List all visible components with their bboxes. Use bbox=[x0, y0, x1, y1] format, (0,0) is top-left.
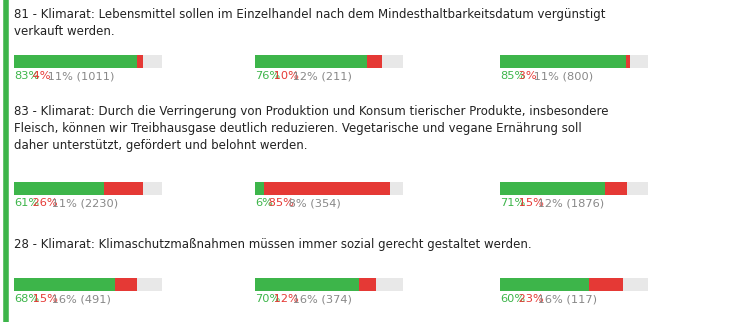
Text: 3%: 3% bbox=[515, 71, 536, 81]
Bar bbox=[255, 278, 403, 291]
Bar bbox=[626, 55, 630, 68]
Bar bbox=[14, 278, 162, 291]
Text: 11% (800): 11% (800) bbox=[530, 71, 593, 81]
Text: 10%: 10% bbox=[270, 71, 299, 81]
Text: 15%: 15% bbox=[515, 198, 544, 208]
Text: 15%: 15% bbox=[29, 294, 58, 304]
Bar bbox=[500, 278, 589, 291]
Bar bbox=[14, 182, 104, 195]
Bar bbox=[500, 55, 626, 68]
Bar bbox=[255, 55, 368, 68]
Bar bbox=[500, 278, 648, 291]
Bar bbox=[14, 182, 162, 195]
Text: 71%: 71% bbox=[500, 198, 525, 208]
Bar bbox=[255, 55, 403, 68]
Text: 70%: 70% bbox=[255, 294, 280, 304]
Text: 83%: 83% bbox=[14, 71, 39, 81]
Text: 81 - Klimarat: Lebensmittel sollen im Einzelhandel nach dem Mindesthaltbarkeitsd: 81 - Klimarat: Lebensmittel sollen im Ei… bbox=[14, 8, 605, 38]
Text: 11% (2230): 11% (2230) bbox=[48, 198, 118, 208]
Text: 8% (354): 8% (354) bbox=[284, 198, 340, 208]
Bar bbox=[500, 55, 648, 68]
Bar bbox=[589, 278, 623, 291]
Bar bbox=[255, 278, 359, 291]
Bar bbox=[605, 182, 628, 195]
Bar bbox=[368, 55, 383, 68]
Bar bbox=[14, 55, 162, 68]
Text: 12% (1876): 12% (1876) bbox=[534, 198, 605, 208]
Bar bbox=[264, 182, 390, 195]
Text: 60%: 60% bbox=[500, 294, 525, 304]
Bar bbox=[115, 278, 137, 291]
Text: 12% (211): 12% (211) bbox=[289, 71, 352, 81]
Bar bbox=[104, 182, 143, 195]
Text: 83 - Klimarat: Durch die Verringerung von Produktion und Konsum tierischer Produ: 83 - Klimarat: Durch die Verringerung vo… bbox=[14, 105, 608, 152]
Text: 6%: 6% bbox=[255, 198, 273, 208]
Text: 28 - Klimarat: Klimaschutzmaßnahmen müssen immer sozial gerecht gestaltet werden: 28 - Klimarat: Klimaschutzmaßnahmen müss… bbox=[14, 238, 531, 251]
Text: 12%: 12% bbox=[270, 294, 298, 304]
Text: 61%: 61% bbox=[14, 198, 39, 208]
Bar bbox=[14, 55, 137, 68]
Text: 16% (117): 16% (117) bbox=[534, 294, 597, 304]
Bar bbox=[500, 182, 605, 195]
Text: 16% (374): 16% (374) bbox=[289, 294, 352, 304]
Bar bbox=[255, 182, 264, 195]
Text: 4%: 4% bbox=[29, 71, 50, 81]
Bar bbox=[137, 55, 143, 68]
Bar bbox=[255, 182, 403, 195]
Bar bbox=[359, 278, 377, 291]
Text: 76%: 76% bbox=[255, 71, 280, 81]
Text: 11% (1011): 11% (1011) bbox=[44, 71, 114, 81]
Text: 85%: 85% bbox=[265, 198, 294, 208]
Text: 26%: 26% bbox=[29, 198, 58, 208]
Bar bbox=[500, 182, 648, 195]
Bar bbox=[14, 278, 115, 291]
Text: 23%: 23% bbox=[515, 294, 543, 304]
Text: 68%: 68% bbox=[14, 294, 39, 304]
Text: 85%: 85% bbox=[500, 71, 525, 81]
Text: 16% (491): 16% (491) bbox=[48, 294, 111, 304]
